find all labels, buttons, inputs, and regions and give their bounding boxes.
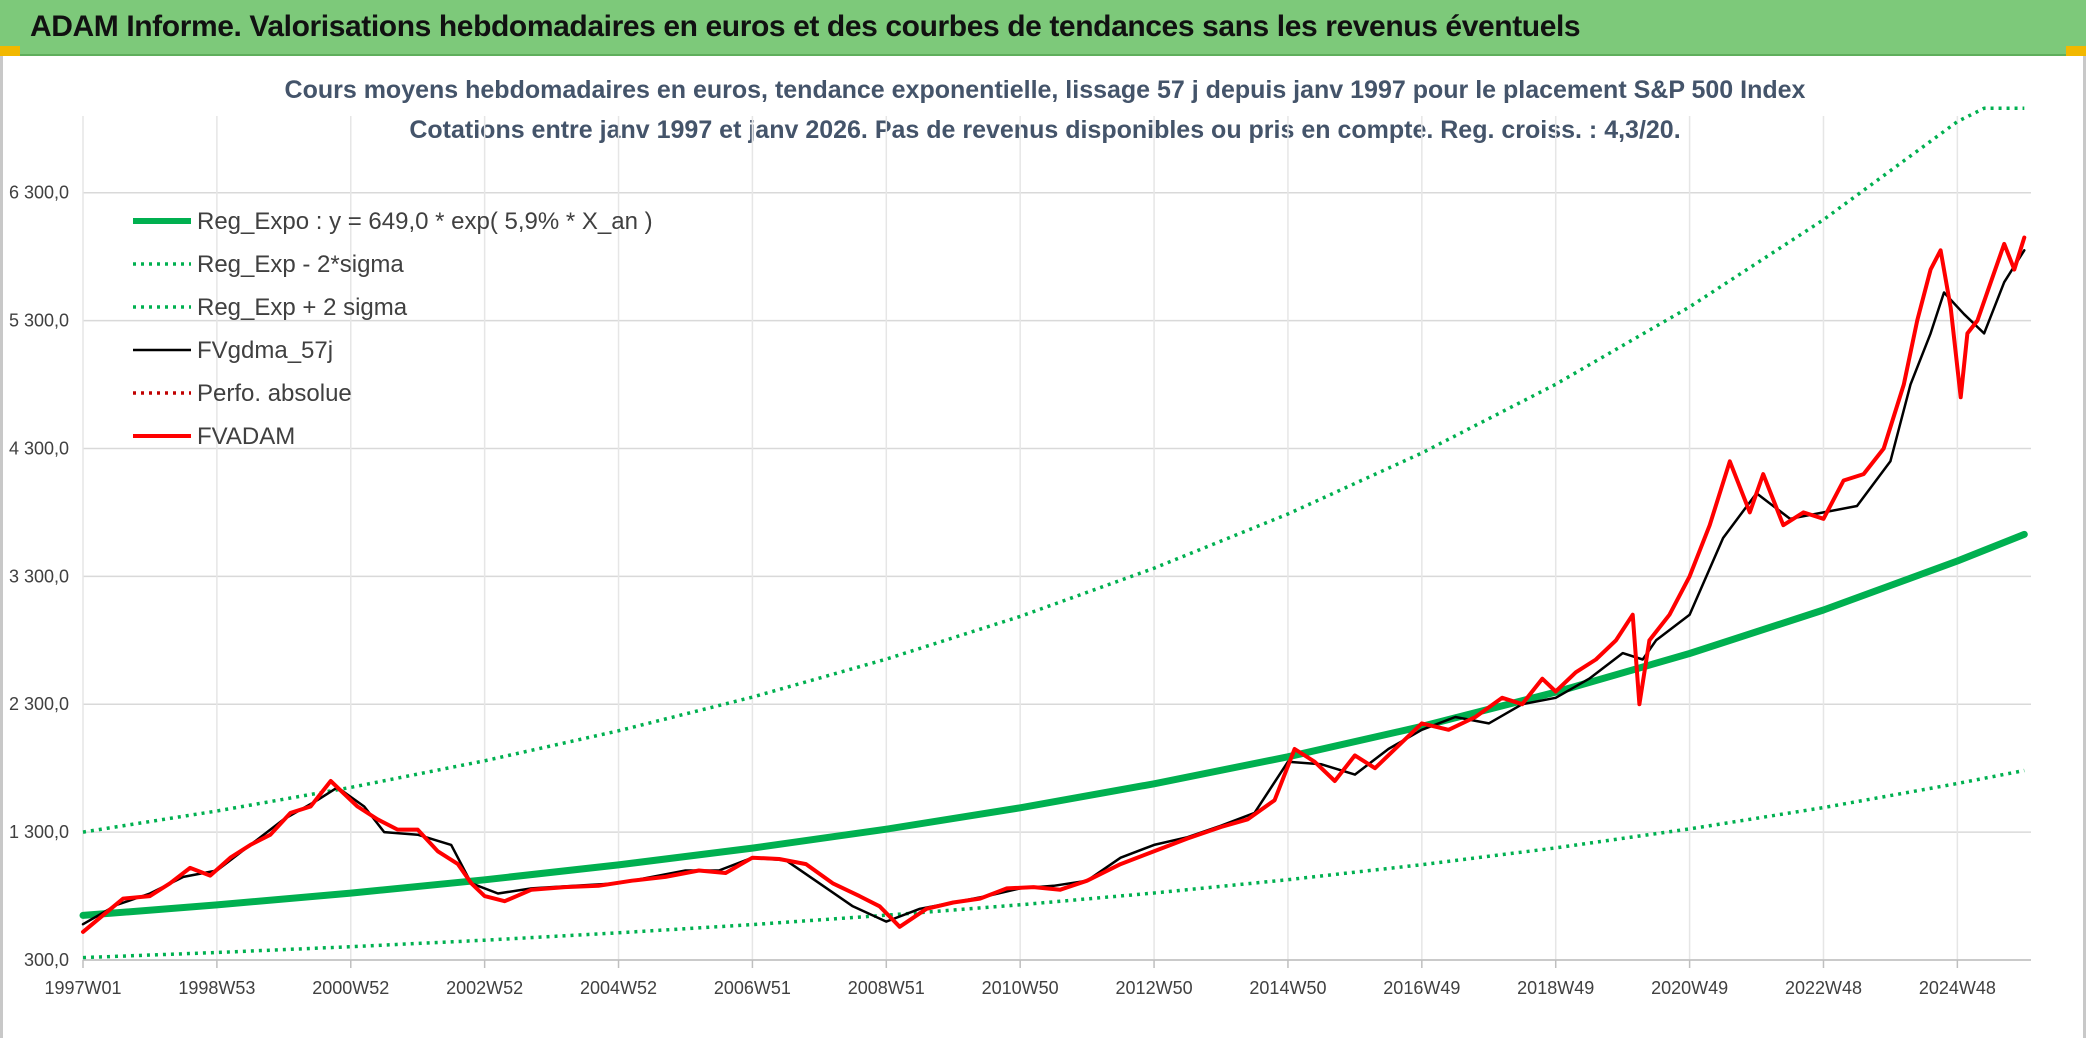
x-tick-label: 2020W49 (1651, 978, 1728, 998)
y-tick-label: 3 300,0 (9, 566, 69, 586)
series-line-1 (82, 768, 2025, 960)
chart-area: Cours moyens hebdomadaires en euros, ten… (0, 56, 2086, 1038)
y-tick-label: 2 300,0 (9, 694, 69, 714)
x-tick-label: 2016W49 (1383, 978, 1460, 998)
legend-label: FVADAM (197, 423, 295, 450)
x-tick-label: 2014W50 (1249, 978, 1326, 998)
y-tick-label: 5 300,0 (9, 311, 69, 331)
series-line-2 (82, 106, 2025, 834)
chart-title: Cours moyens hebdomadaires en euros, ten… (285, 76, 1806, 104)
x-tick-label: 2024W48 (1919, 978, 1996, 998)
x-tick-label: 2010W50 (982, 978, 1059, 998)
x-tick-label: 2006W51 (714, 978, 791, 998)
y-tick-label: 4 300,0 (9, 438, 69, 458)
x-tick-label: 2012W50 (1116, 978, 1193, 998)
x-tick-label: 2002W52 (446, 978, 523, 998)
x-tick-label: 2018W49 (1517, 978, 1594, 998)
y-tick-label: 1 300,0 (9, 822, 69, 842)
legend-label: Reg_Exp + 2 sigma (197, 294, 408, 321)
series-lines (79, 106, 2028, 960)
legend-label: FVgdma_57j (197, 337, 333, 364)
x-tick-label: 2008W51 (848, 978, 925, 998)
chart-svg: Cours moyens hebdomadaires en euros, ten… (9, 76, 2031, 998)
series-line-0 (79, 530, 2028, 919)
x-tick-label: 1998W53 (178, 978, 255, 998)
page-title: ADAM Informe. Valorisations hebdomadaire… (30, 10, 1581, 43)
y-tick-label: 300,0 (24, 950, 69, 970)
y-tick-label: 6 300,0 (9, 183, 69, 203)
legend-label: Reg_Exp - 2*sigma (197, 251, 404, 278)
series-line-5 (81, 235, 2027, 934)
x-tick-label: 2004W52 (580, 978, 657, 998)
header-accent-left (0, 46, 20, 56)
axes: 300,0 1 300,0 2 300,0 3 300,0 4 300,0 5 300,0… (9, 183, 2031, 998)
legend: Reg_Expo : y = 649,0 * exp( 5,9% * X_an … (133, 208, 653, 450)
x-tick-label: 1997W01 (44, 978, 121, 998)
gridlines (82, 116, 2031, 961)
x-tick-label: 2022W48 (1785, 978, 1862, 998)
legend-label: Reg_Expo : y = 649,0 * exp( 5,9% * X_an … (197, 208, 653, 235)
legend-label: Perfo. absolue (197, 380, 352, 407)
chart-subtitle: Cotations entre janv 1997 et janv 2026. … (409, 116, 1680, 144)
header-bar: ADAM Informe. Valorisations hebdomadaire… (0, 0, 2086, 56)
x-tick-label: 2000W52 (312, 978, 389, 998)
header-accent-right (2066, 46, 2086, 56)
